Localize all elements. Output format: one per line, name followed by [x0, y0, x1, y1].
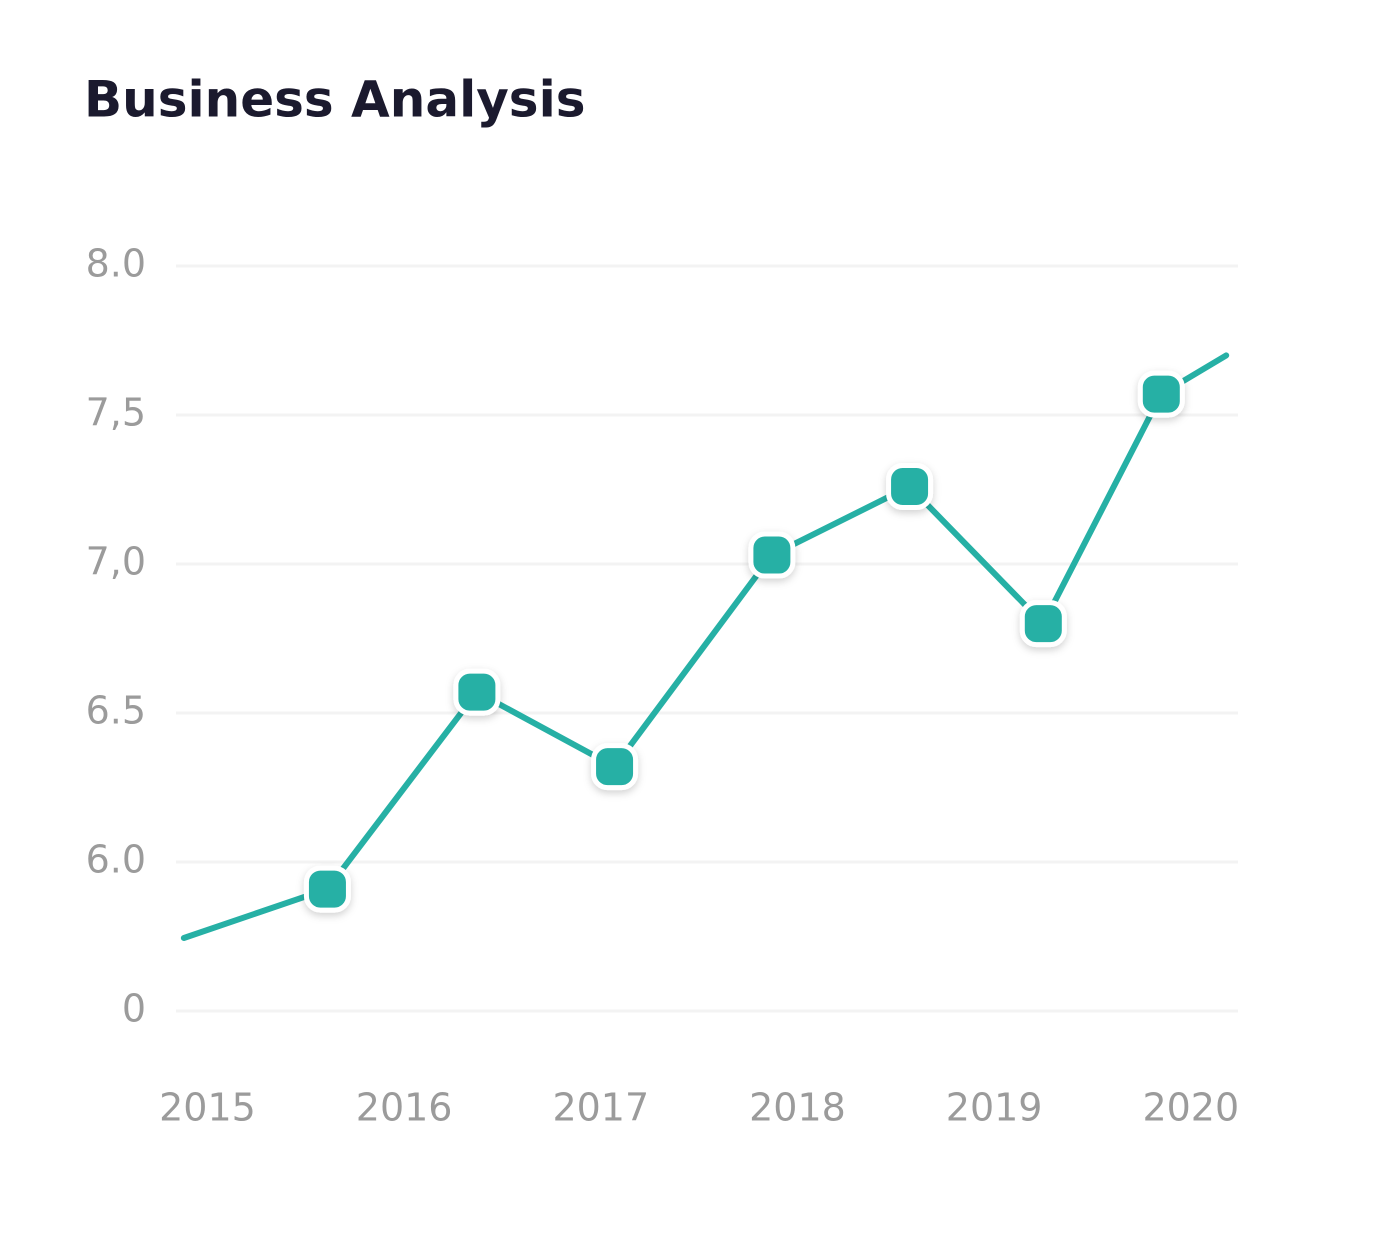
x-tick-label: 2019 — [946, 1086, 1043, 1130]
marker — [303, 865, 351, 913]
marker — [1137, 370, 1185, 418]
y-tick-label: 6.5 — [86, 689, 146, 733]
marker — [886, 463, 934, 511]
y-tick-label: 6.0 — [86, 838, 146, 882]
y-tick-label: 8.0 — [86, 242, 146, 286]
y-tick-label: 0 — [122, 987, 146, 1031]
marker — [453, 668, 501, 716]
line — [180, 352, 1230, 941]
y-tick-label: 7,5 — [86, 391, 146, 435]
chart-title: Business Analysis — [84, 71, 585, 129]
x-tick-label: 2018 — [749, 1086, 846, 1130]
marker — [591, 743, 639, 791]
x-tick-label: 2020 — [1142, 1086, 1239, 1130]
y-tick-label: 7,0 — [86, 540, 146, 584]
marker — [1019, 600, 1067, 648]
marker — [748, 531, 796, 579]
x-tick-label: 2017 — [552, 1086, 649, 1130]
x-tick-label: 2015 — [159, 1086, 256, 1130]
x-tick-label: 2016 — [356, 1086, 453, 1130]
